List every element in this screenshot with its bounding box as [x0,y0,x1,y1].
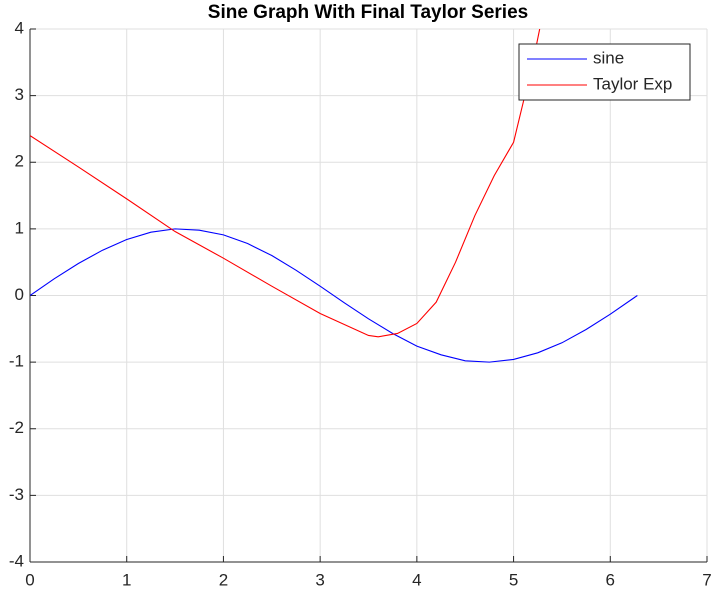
series-line [30,228,638,363]
y-tick-label: 3 [15,85,24,104]
legend-label: sine [593,48,624,67]
y-tick-label: 1 [15,218,24,237]
x-tick-label: 5 [509,570,518,589]
x-tick-label: 6 [606,570,615,589]
legend-label: Taylor Exp [593,74,672,93]
y-tick-label: -3 [9,485,24,504]
y-tick-label: 2 [15,152,24,171]
x-tick-label: 3 [315,570,324,589]
x-tick-label: 7 [702,570,711,589]
legend-box [518,43,691,101]
y-tick-label: -4 [9,551,24,570]
x-tick-label: 4 [412,570,421,589]
y-tick-label: -1 [9,352,24,371]
y-tick-label: -2 [9,418,24,437]
y-tick-label: 0 [15,285,24,304]
x-tick-label: 2 [219,570,228,589]
x-tick-label: 0 [25,570,34,589]
x-tick-label: 1 [122,570,131,589]
chart-title: Sine Graph With Final Taylor Series [208,2,528,23]
series-line [30,29,541,338]
plot-lines [30,29,638,363]
y-tick-label: 4 [15,18,24,37]
